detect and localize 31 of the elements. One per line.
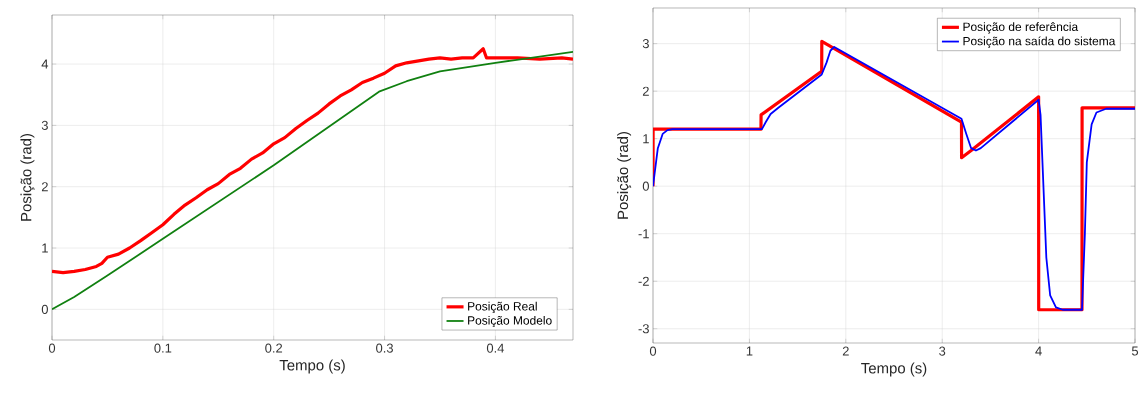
x-axis-title: Tempo (s): [861, 362, 927, 377]
legend-label: Posição Real: [468, 301, 537, 313]
y-tick-label: 0: [41, 304, 48, 314]
y-tick-label: -1: [638, 229, 649, 239]
x-tick-label: 4: [1035, 346, 1042, 356]
y-tick-label: 0: [642, 181, 649, 191]
y-tick-label: 2: [642, 86, 649, 96]
y-tick-label: -3: [638, 324, 649, 334]
x-tick-label: 0.3: [376, 343, 393, 353]
x-tick-label: 0: [48, 343, 56, 353]
y-tick-label: 4: [41, 59, 49, 69]
y-tick-label: 1: [42, 243, 48, 253]
x-tick-label: 0.2: [265, 343, 283, 353]
y-tick-label: 1: [643, 134, 649, 144]
legend-label: Posição Modelo: [468, 315, 552, 328]
x-tick-label: 3: [939, 346, 946, 356]
x-tick-label: 0: [649, 346, 657, 356]
x-tick-label: 2: [842, 346, 849, 356]
y-axis-title: Posição (rad): [617, 132, 632, 219]
y-tick-label: 2: [41, 182, 48, 192]
x-tick-label: 0.1: [154, 343, 172, 353]
y-tick-label: 3: [41, 120, 48, 130]
x-tick-label: 1: [746, 346, 753, 356]
y-tick-label: 3: [642, 39, 649, 49]
legend-label: Posição na saída do sistema: [963, 36, 1116, 48]
y-axis-title: Posição (rad): [20, 134, 35, 221]
x-tick-label: 5: [1131, 346, 1139, 356]
x-axis-title: Tempo (s): [279, 359, 345, 374]
y-tick-label: -2: [638, 276, 649, 286]
x-tick-label: 0.4: [486, 343, 505, 353]
legend-label: Posição de referência: [963, 22, 1079, 34]
